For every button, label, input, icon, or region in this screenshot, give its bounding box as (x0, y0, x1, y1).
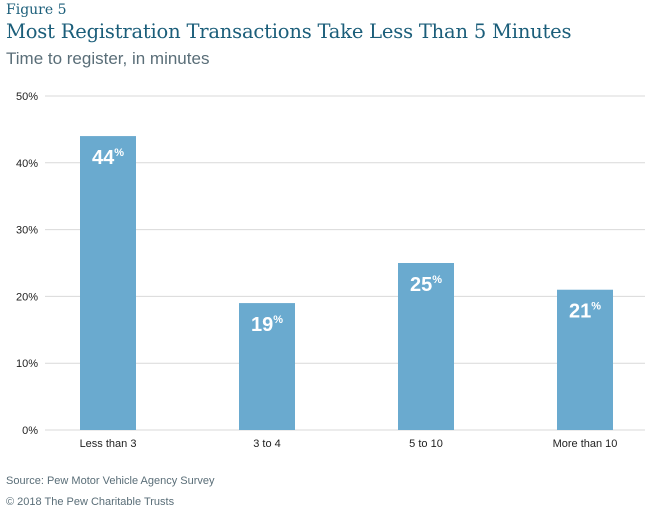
source-note: Source: Pew Motor Vehicle Agency Survey (6, 475, 215, 487)
bars: 44% 19% 25% 21% (80, 136, 613, 430)
x-tick-label: Less than 3 (80, 438, 137, 450)
gridlines (45, 95, 645, 431)
y-tick-label: 10% (16, 358, 38, 370)
y-tick-label: 50% (16, 91, 38, 103)
x-axis-ticks: Less than 3 3 to 4 5 to 10 More than 10 (80, 438, 618, 450)
chart-title: Most Registration Transactions Take Less… (6, 20, 572, 43)
bar-less-than-3 (80, 136, 136, 430)
copyright-note: © 2018 The Pew Charitable Trusts (6, 496, 175, 508)
bar-5-to-10 (398, 263, 454, 430)
figure-label: Figure 5 (6, 2, 67, 18)
bar-data-label: 21% (569, 301, 601, 323)
bar-data-label: 19% (251, 314, 283, 336)
bar-data-label: 25% (410, 274, 442, 296)
chart-subtitle: Time to register, in minutes (6, 49, 210, 68)
y-tick-label: 20% (16, 291, 38, 303)
bar-more-than-10 (557, 289, 613, 430)
bar-3-to-4 (239, 303, 295, 430)
y-tick-label: 0% (22, 425, 38, 437)
y-tick-label: 30% (16, 225, 38, 237)
bar-chart: 0% 10% 20% 30% 40% 50% 44% 19% 25% 21% Less than… (16, 91, 645, 450)
y-axis-ticks: 0% 10% 20% 30% 40% 50% (16, 91, 38, 437)
x-tick-label: More than 10 (553, 438, 618, 450)
x-tick-label: 3 to 4 (253, 438, 281, 450)
x-tick-label: 5 to 10 (409, 438, 443, 450)
y-tick-label: 40% (16, 158, 38, 170)
bar-data-label: 44% (92, 147, 124, 169)
